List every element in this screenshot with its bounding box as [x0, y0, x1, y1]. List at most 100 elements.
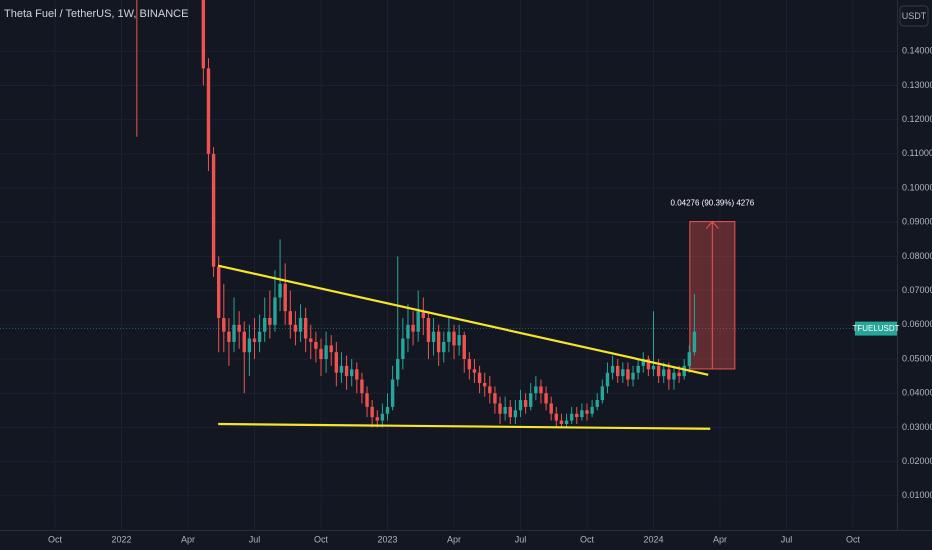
- y-tick-label: 0.12000: [902, 114, 932, 124]
- candle-body: [447, 331, 451, 342]
- candle-body: [406, 324, 410, 339]
- candle-body: [324, 345, 328, 360]
- trendline: [217, 264, 709, 376]
- range-arrow: [705, 220, 719, 369]
- y-tick-label: 0.03000: [902, 422, 932, 432]
- candle-body: [303, 318, 308, 339]
- range-label: 0.04276 (90.39%) 4276: [671, 199, 755, 208]
- candle-body: [493, 393, 497, 404]
- y-tick-label: 0.08000: [902, 251, 932, 261]
- candle-body: [329, 345, 333, 353]
- y-tick-label: 0.13000: [902, 80, 932, 90]
- candle-body: [334, 352, 339, 373]
- candle-body: [385, 406, 390, 414]
- price-tag-label: TFUELUSDT: [852, 324, 899, 333]
- candle-body: [247, 338, 252, 353]
- y-tick-label: 0.06000: [902, 319, 932, 329]
- candle-body: [201, 0, 206, 69]
- candle-body: [585, 410, 589, 414]
- candle-body: [559, 420, 564, 424]
- candle-body: [401, 338, 405, 360]
- y-tick-label: 0.11000: [902, 148, 932, 158]
- x-tick-label: Oct: [314, 534, 329, 544]
- candle-body: [257, 331, 262, 342]
- candle-body: [216, 266, 221, 318]
- x-tick-label: 2024: [643, 534, 663, 544]
- candle-body: [375, 417, 379, 421]
- candle-body: [442, 341, 446, 353]
- candle-body: [421, 311, 426, 318]
- candle-body: [631, 372, 635, 380]
- candle-body: [237, 324, 241, 332]
- candle-body: [344, 365, 349, 377]
- candle-body: [482, 382, 487, 387]
- candle-body: [462, 335, 466, 360]
- x-tick-label: Apr: [713, 534, 727, 544]
- candle-body: [457, 335, 461, 346]
- x-tick-label: Oct: [846, 534, 861, 544]
- candle-body: [580, 410, 584, 418]
- x-tick-label: Apr: [447, 534, 461, 544]
- candle-body: [590, 406, 594, 414]
- x-tick-label: 2023: [377, 534, 397, 544]
- candle-body: [554, 413, 559, 421]
- candle-body: [605, 372, 610, 387]
- candle-body: [283, 283, 287, 312]
- candle-body: [651, 365, 656, 370]
- candle-body: [641, 359, 645, 366]
- candle-body: [252, 338, 257, 342]
- x-tick-label: Jul: [781, 534, 793, 544]
- plot-area: [0, 0, 897, 430]
- candle-body: [319, 348, 323, 360]
- candle-body: [518, 400, 523, 411]
- candle-body: [575, 413, 579, 418]
- candle-body: [426, 318, 431, 342]
- candle-body: [222, 318, 226, 332]
- candle-body: [227, 331, 231, 342]
- candle-body: [529, 393, 533, 407]
- candle-body: [298, 318, 303, 332]
- y-tick-label: 0.05000: [902, 353, 932, 363]
- candle-body: [549, 403, 553, 414]
- candle-body: [211, 153, 216, 267]
- currency-box[interactable]: [899, 5, 929, 27]
- candle-body: [656, 365, 661, 377]
- y-tick-label: 0.04000: [902, 388, 932, 398]
- currency-label[interactable]: USDT: [902, 11, 927, 21]
- x-tick-label: Apr: [181, 534, 195, 544]
- candle-body: [293, 324, 298, 332]
- candle-body: [544, 393, 548, 404]
- candle-body: [360, 379, 364, 394]
- candle-body: [242, 331, 246, 353]
- candle-body: [396, 359, 400, 380]
- y-tick-label: 0.10000: [902, 182, 932, 192]
- candle-body: [564, 420, 569, 424]
- candle-body: [662, 369, 666, 377]
- candle-body: [626, 369, 630, 380]
- candle-body: [467, 359, 472, 370]
- x-tick-label: Jul: [515, 534, 527, 544]
- candle-body: [390, 379, 395, 407]
- x-tick-label: Jul: [249, 534, 261, 544]
- candle-body: [615, 365, 620, 377]
- candle-body: [273, 297, 277, 325]
- candle-body: [523, 400, 528, 407]
- candle-body: [232, 324, 236, 342]
- grid: [0, 0, 897, 530]
- candle-body: [600, 386, 605, 401]
- candle-body: [682, 365, 686, 377]
- candle-body: [263, 318, 267, 332]
- candle-body: [498, 403, 502, 414]
- price-tag: [855, 321, 897, 336]
- candle-body: [687, 352, 692, 366]
- candle-body: [621, 369, 625, 377]
- y-tick-label: 0.02000: [902, 456, 932, 466]
- candle-body: [692, 331, 697, 353]
- candle-body: [411, 324, 415, 332]
- candle-body: [206, 68, 211, 154]
- trendline: [218, 422, 711, 430]
- candle-body: [452, 331, 456, 346]
